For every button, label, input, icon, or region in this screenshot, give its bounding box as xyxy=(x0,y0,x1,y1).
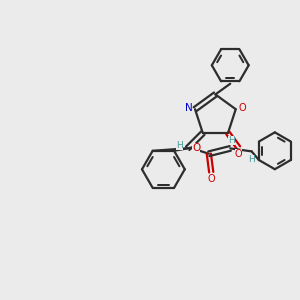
Text: H: H xyxy=(248,155,254,164)
Text: O: O xyxy=(192,143,200,153)
Text: H: H xyxy=(228,136,235,145)
Text: N: N xyxy=(184,103,192,113)
Text: H: H xyxy=(176,141,183,150)
Text: O: O xyxy=(238,103,246,113)
Text: O: O xyxy=(207,174,215,184)
Text: O: O xyxy=(235,149,242,159)
